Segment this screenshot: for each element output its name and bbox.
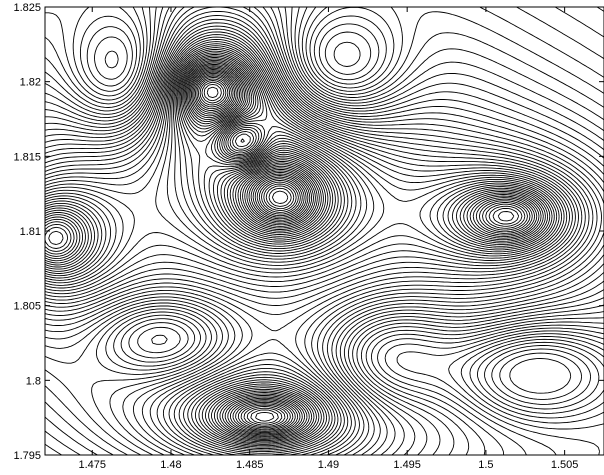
contour-level [45,34,579,455]
contour-level [45,7,604,455]
contour-level [45,50,558,445]
contour-level [45,38,573,454]
contour-level [48,72,520,426]
contour-level [261,181,299,213]
x-tick-label: 1.485 [236,459,264,471]
contour-level [45,59,544,438]
contour-level [196,76,314,226]
contour-level [258,179,301,215]
contour-level [45,43,568,451]
contour-level [499,352,583,400]
contour-level [45,41,570,453]
contour-level [45,45,565,450]
contour-level [194,75,316,422]
contour-level [45,70,526,429]
y-tick-label: 1.81 [20,226,41,238]
contour-level [45,7,604,455]
contour-level [45,7,604,455]
contour-level [324,31,604,424]
contour-level [45,65,536,434]
contour-level [45,66,533,432]
x-tick-label: 1.475 [78,459,106,471]
contour-level [45,7,604,455]
contour-level [45,28,586,455]
x-tick-label: 1.495 [393,459,421,471]
contour-level [45,36,576,455]
contour-level [263,183,297,212]
contour-level [104,7,604,430]
contour-level [193,74,515,424]
contour-level [94,7,604,455]
contour-level [45,7,604,455]
contour-level [45,61,542,437]
contour-level [201,81,309,221]
contour-level [271,190,289,204]
contour-level [45,57,549,440]
contour-level [45,15,602,455]
y-tick-label: 1.815 [13,151,41,163]
contour-level [333,41,604,419]
contour-level [86,7,604,455]
contour-level [45,22,594,455]
x-axis: 1.475 1.48 1.485 1.49 1.495 1.5 1.505 [78,7,578,471]
contour-level [45,58,546,439]
contour-level [45,7,604,455]
contour-level [45,31,583,455]
y-tick-label: 1.825 [13,2,41,14]
contour-level [199,80,311,223]
y-tick-label: 1.8 [26,375,41,387]
y-tick-label: 1.795 [13,450,41,462]
contour-level [268,187,292,207]
contour-level [491,348,592,405]
contour-level [203,83,307,220]
contour-level [45,18,598,455]
y-tick-label: 1.82 [20,77,41,89]
contour-level [197,78,313,224]
contour-level [256,178,303,217]
contour-level [45,69,528,430]
contour-level [45,7,604,455]
x-tick-label: 1.505 [551,459,579,471]
contour-level [45,7,604,455]
contour-level [45,71,523,427]
contour-level [45,55,551,442]
contour-level [45,62,540,436]
contour-level [45,53,553,443]
x-tick-label: 1.49 [318,459,339,471]
contour-level [45,63,538,435]
contour-level [45,10,604,455]
contour-lines [45,7,604,455]
contour-level [79,7,604,455]
contour-level [45,52,555,444]
contour-level [45,48,560,447]
x-tick-label: 1.5 [478,459,493,471]
y-tick-label: 1.805 [13,301,41,313]
contour-level [45,67,531,431]
contour-level [45,7,604,455]
y-axis: 1.795 1.8 1.805 1.81 1.815 1.82 1.825 [13,2,604,462]
x-tick-label: 1.48 [160,459,181,471]
contour-level [72,7,604,455]
contour-level [509,358,572,394]
contour-level [265,185,295,210]
contour-level [45,47,563,448]
contour-level [484,345,600,410]
contour-level [206,86,305,218]
contour-level [45,25,590,455]
